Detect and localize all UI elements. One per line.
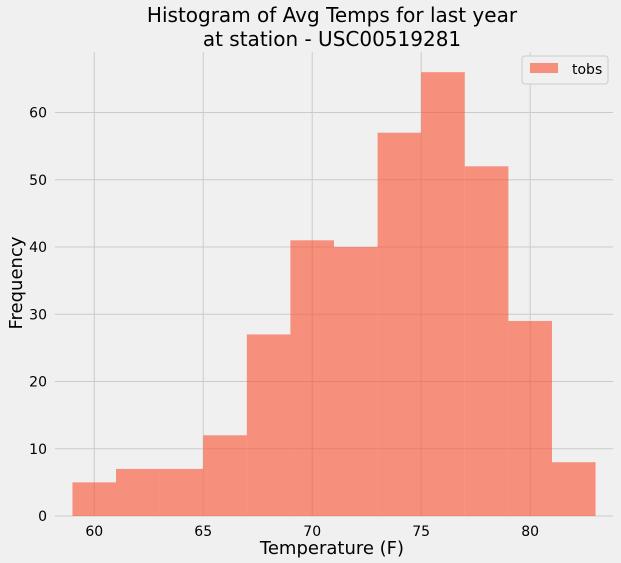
y-tick-label: 50 (29, 173, 47, 189)
histogram-bar (551, 462, 596, 516)
histogram-bar (203, 435, 247, 516)
histogram-bar (159, 468, 204, 516)
y-axis-label: Frequency (6, 236, 27, 329)
y-tick-label: 10 (29, 442, 47, 458)
x-tick-label: 65 (194, 524, 212, 540)
histogram-bar (421, 72, 465, 516)
histogram-bar (116, 468, 160, 516)
histogram-bar (508, 320, 552, 516)
y-tick-label: 60 (29, 106, 47, 122)
legend-label: tobs (572, 62, 602, 78)
histogram-bar (290, 240, 334, 516)
y-tick-label: 30 (29, 307, 47, 323)
x-tick-label: 80 (521, 524, 539, 540)
bars (72, 72, 596, 516)
chart-title: Histogram of Avg Temps for last year (147, 3, 518, 27)
tick-labels: 60 65 70 75 80 0 10 20 30 40 50 60 (29, 106, 539, 540)
x-tick-label: 70 (303, 524, 321, 540)
histogram-bar (334, 247, 378, 516)
legend: tobs (521, 55, 609, 85)
y-tick-label: 0 (38, 509, 47, 525)
x-axis-label: Temperature (F) (259, 538, 404, 559)
histogram-bar (72, 482, 117, 516)
y-tick-label: 40 (29, 240, 47, 256)
x-tick-label: 60 (85, 524, 103, 540)
histogram-bar (246, 334, 291, 516)
chart-subtitle: at station - USC00519281 (203, 27, 461, 51)
x-tick-label: 75 (412, 524, 430, 540)
y-tick-label: 20 (29, 375, 47, 391)
histogram-bar (464, 166, 509, 516)
histogram-bar (377, 132, 422, 516)
legend-swatch (530, 63, 558, 73)
